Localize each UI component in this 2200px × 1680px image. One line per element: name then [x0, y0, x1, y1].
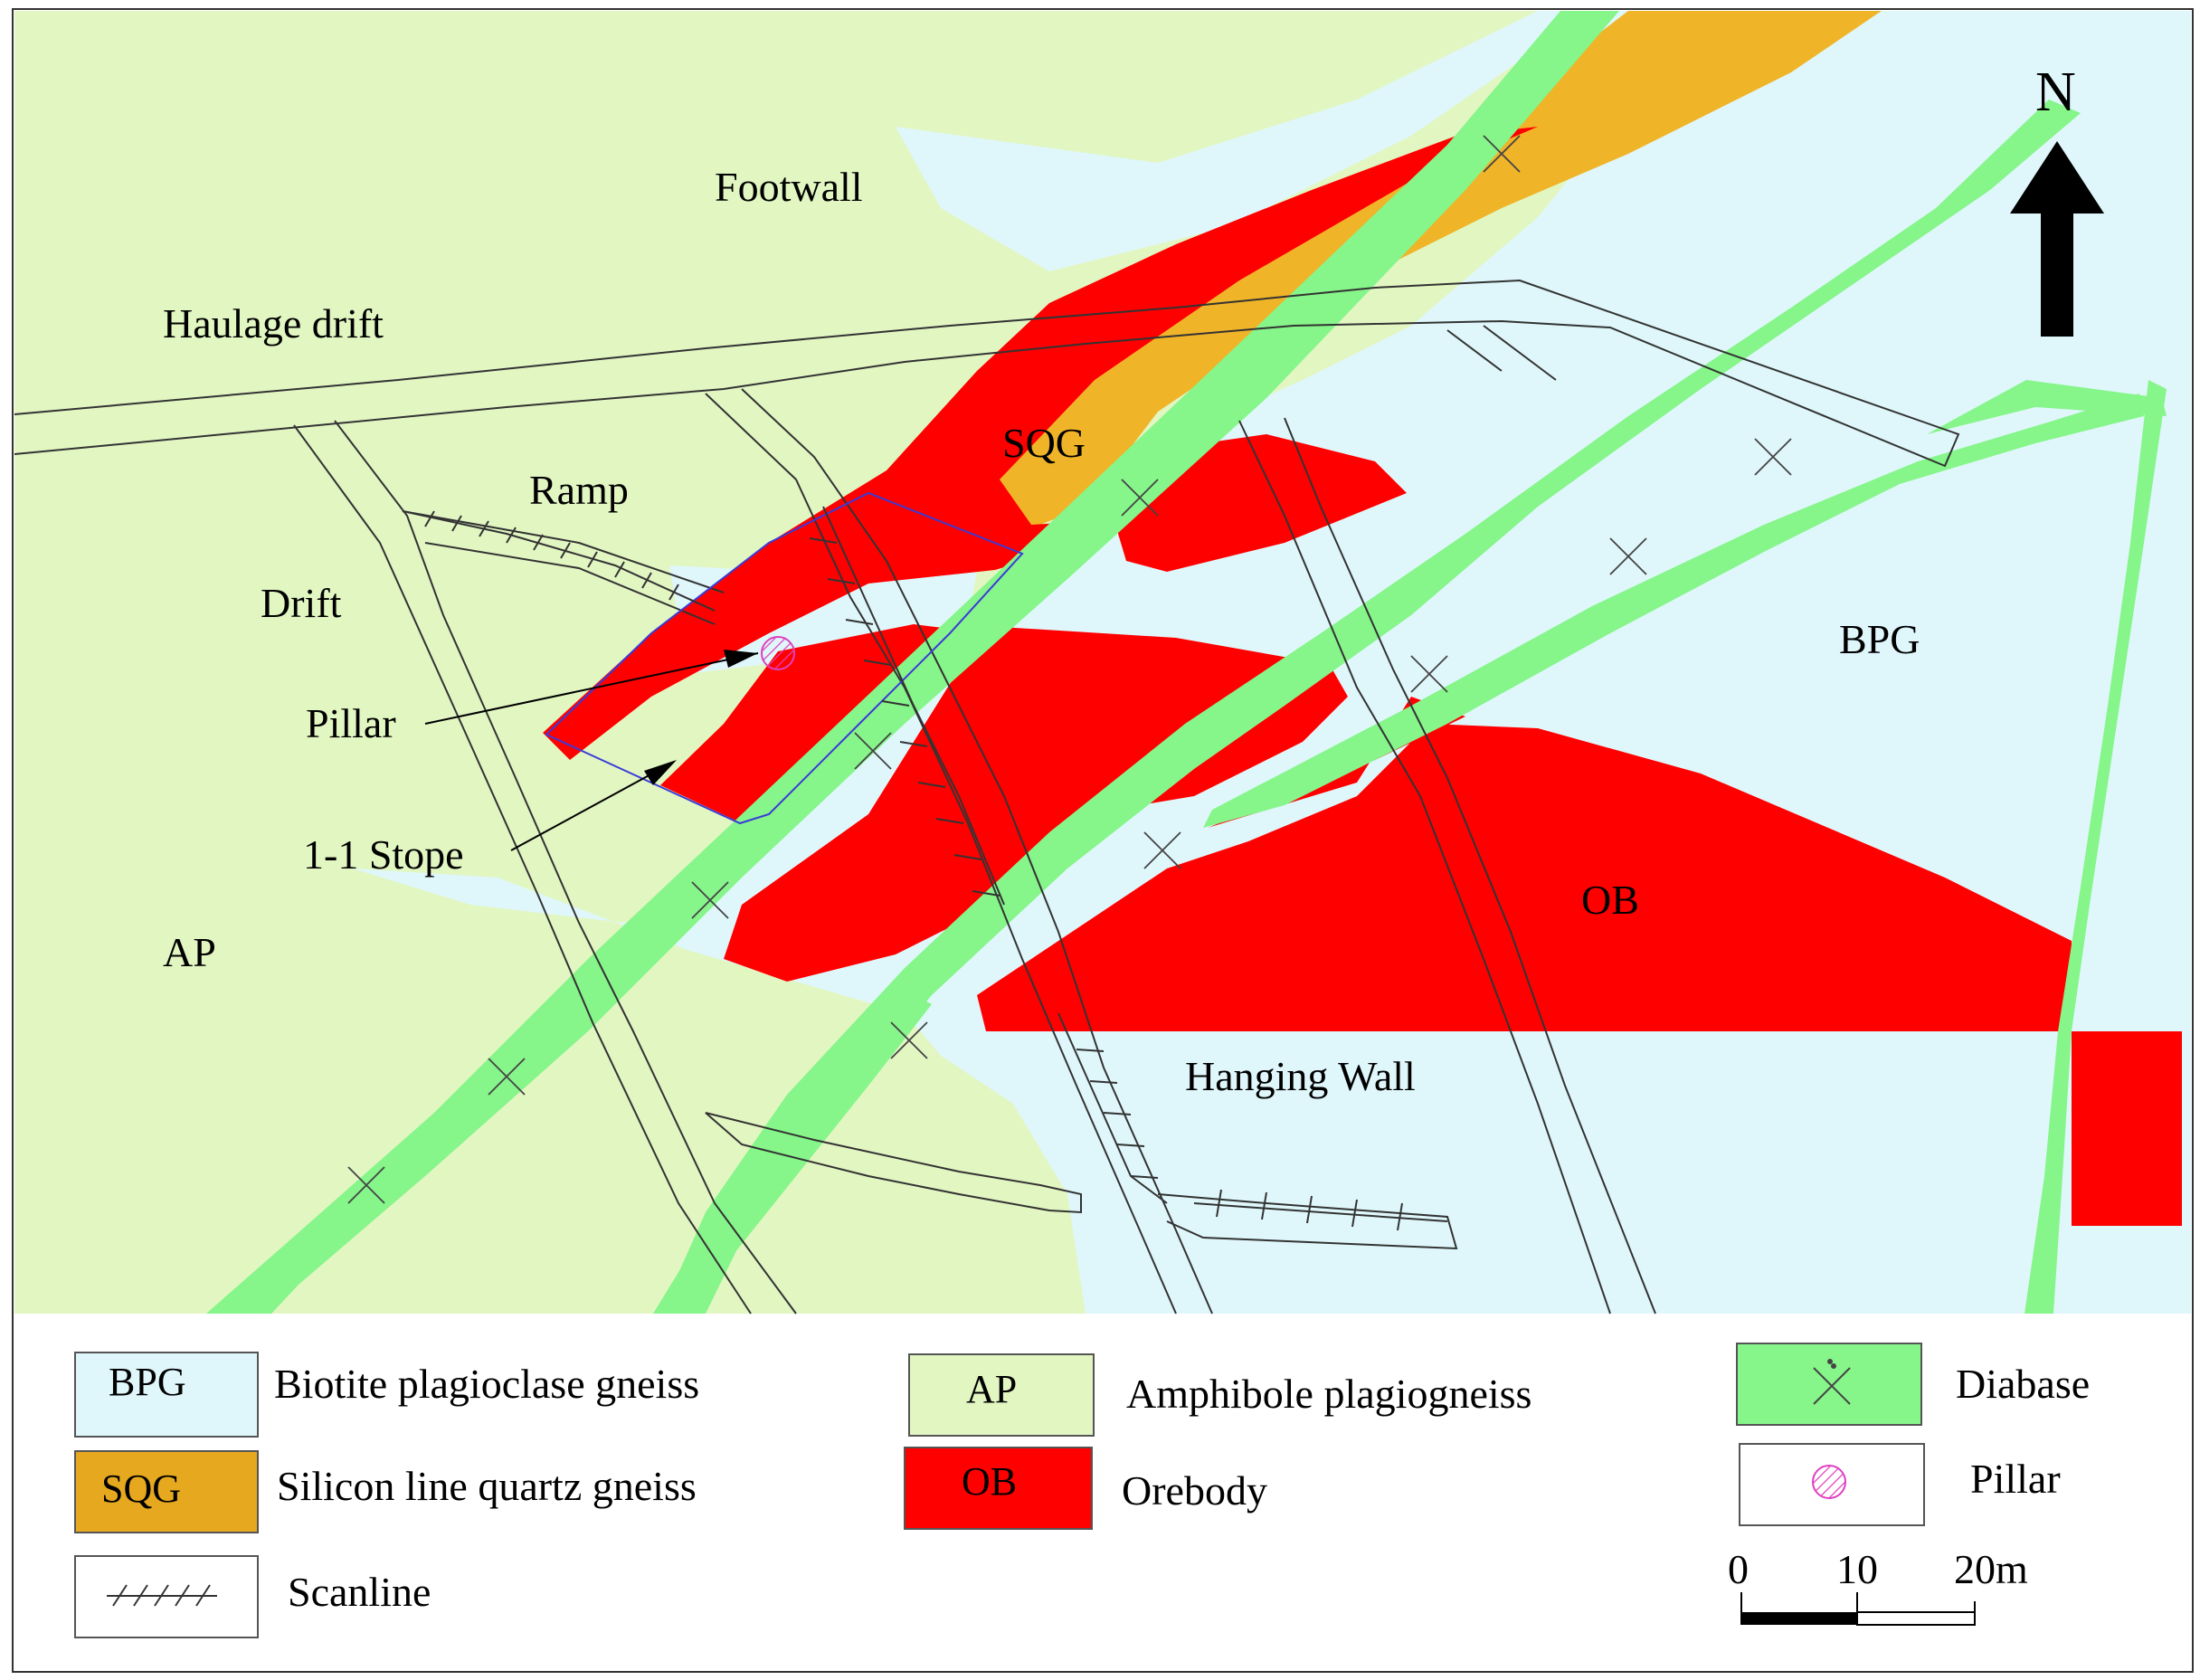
legend-code-sqg: SQG	[101, 1466, 181, 1511]
legend-swatch-ap	[908, 1353, 1095, 1437]
label-pillar: Pillar	[306, 700, 396, 746]
diabase-dyke-middle	[660, 100, 2081, 1314]
diabase-icon	[1813, 1359, 1851, 1405]
scale-tick-0: 0	[1728, 1546, 1749, 1592]
ob-east-block	[2072, 1031, 2182, 1226]
stope-arrow	[644, 760, 677, 785]
legend-swatch-ob	[904, 1447, 1093, 1530]
ap-island	[633, 1031, 1086, 1314]
pillar-marker	[761, 636, 795, 670]
bpg-strip	[896, 11, 1592, 271]
scale-bar: 0 10 20m	[1728, 1546, 2028, 1626]
lower-loop	[705, 1112, 1082, 1214]
north-arrow-icon	[2010, 141, 2104, 337]
scale-tick-20m: 20m	[1954, 1546, 2028, 1592]
scale-bar-white	[1856, 1611, 1976, 1626]
ramp-tunnel	[402, 510, 725, 625]
diabase-dyke-north	[1927, 380, 2167, 434]
stope-outline	[545, 491, 1024, 825]
legend-label-diabase: Diabase	[1956, 1361, 2090, 1407]
leader-lines	[424, 652, 759, 851]
diabase-dyke-main	[206, 11, 1619, 1314]
label-bpg: BPG	[1839, 616, 1920, 662]
scale-bar-black	[1741, 1612, 1857, 1625]
label-footwall: Footwall	[715, 164, 863, 210]
diabase-symbols	[347, 135, 1792, 1204]
north-label: N	[2035, 62, 2076, 123]
scanlines	[402, 506, 1448, 1231]
label-haulage-drift: Haulage drift	[163, 300, 384, 346]
label-drift: Drift	[261, 580, 342, 626]
label-hanging-wall: Hanging Wall	[1185, 1053, 1416, 1099]
legend-label-ap: Amphibole plagiogneiss	[1126, 1371, 1531, 1417]
label-stope: 1-1 Stope	[303, 831, 464, 878]
label-ramp: Ramp	[529, 467, 629, 513]
east-drift	[1238, 417, 1656, 1315]
pillar-icon	[1812, 1465, 1846, 1499]
legend-swatch-bpg	[74, 1352, 259, 1438]
legend-swatch-sqg	[74, 1450, 259, 1533]
pillar-arrow	[724, 650, 758, 668]
legend: BPG Biotite plagioclase gneiss SQG Silic…	[74, 1343, 2090, 1638]
legend-code-ap: AP	[966, 1367, 1017, 1411]
scale-tick-10: 10	[1836, 1546, 1878, 1592]
central-drift	[705, 388, 1213, 1315]
diabase-dyke-east	[2025, 380, 2167, 1314]
tunnels	[14, 279, 1960, 1315]
legend-label-scanline: Scanline	[288, 1569, 431, 1615]
legend-label-ob: Orebody	[1122, 1467, 1267, 1514]
ob-east	[977, 724, 2072, 1031]
label-ob: OB	[1581, 877, 1639, 923]
legend-code-ob: OB	[962, 1459, 1017, 1504]
lower-branch	[1157, 1193, 1458, 1250]
legend-label-sqg: Silicon line quartz gneiss	[277, 1463, 697, 1509]
legend-label-bpg: Biotite plagioclase gneiss	[274, 1361, 699, 1407]
legend-code-bpg: BPG	[109, 1360, 186, 1404]
ob-upper	[543, 127, 1538, 760]
ob-main	[724, 626, 1348, 982]
diabase-dyke-lower	[1203, 394, 2144, 828]
north-branch	[1446, 325, 1557, 381]
sqg-zone	[950, 11, 1882, 534]
scanline-icon	[107, 1584, 217, 1607]
legend-label-pillar: Pillar	[1970, 1456, 2061, 1502]
label-sqg: SQG	[1002, 420, 1086, 466]
label-ap: AP	[163, 929, 216, 975]
diabase-dyke-south	[653, 995, 932, 1314]
haulage-drift	[14, 279, 1960, 468]
drift-left	[293, 420, 797, 1315]
